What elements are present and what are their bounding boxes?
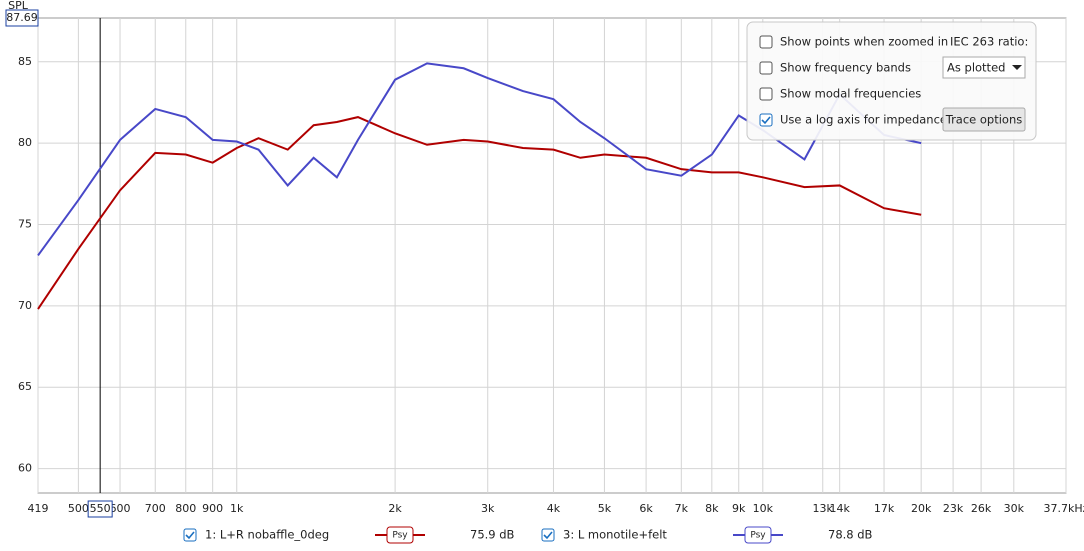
y-tick-label: 80 (18, 136, 32, 149)
smoothing-label: Psy (750, 531, 766, 541)
cursor-y-box (5, 9, 39, 27)
x-tick-label: 700 (145, 502, 166, 515)
legend-name: 1: L+R nobaffle_0deg (205, 528, 329, 542)
legend-name: 3: L monotile+felt (563, 528, 667, 542)
y-tick-label: 75 (18, 218, 32, 231)
dropdown-arrow (1012, 65, 1022, 70)
option-checkbox[interactable] (759, 61, 773, 75)
dropdown-value: As plotted (947, 61, 1005, 75)
x-tick-label: 23k (943, 502, 964, 515)
iec-label: IEC 263 ratio: (950, 35, 1028, 49)
check-mark (761, 116, 771, 125)
x-tick-label: 17k (874, 502, 895, 515)
x-tick-label: 7k (675, 502, 689, 515)
cursor-y-label: 87.69 (6, 11, 38, 24)
option-checkbox[interactable] (759, 113, 773, 127)
legend-readout: 75.9 dB (470, 528, 515, 542)
option-label: Show modal frequencies (780, 87, 921, 101)
check-mark (185, 531, 195, 540)
option-label: Show points when zoomed in (780, 35, 948, 49)
option-label: Use a log axis for impedance (780, 113, 947, 127)
x-tick-label: 500 (68, 502, 89, 515)
smoothing-label: Psy (392, 531, 408, 541)
x-tick-label: 26k (971, 502, 992, 515)
cursor-x-label: 550 (90, 502, 111, 515)
check-mark (543, 531, 553, 540)
options-panel: Show points when zoomed in Show frequency… (746, 21, 1037, 141)
option-checkbox[interactable] (759, 87, 773, 101)
legend-checkbox[interactable] (183, 528, 197, 542)
x-tick-label: 9k (732, 502, 746, 515)
x-tick-label: 20k (911, 502, 932, 515)
y-tick-label: 85 (18, 55, 32, 68)
x-tick-label: 4k (547, 502, 561, 515)
option-label: Show frequency bands (780, 61, 911, 75)
x-tick-label: 13k (813, 502, 834, 515)
x-tick-label: 2k (388, 502, 402, 515)
x-tick-label: 14k (829, 502, 850, 515)
legend-checkbox[interactable] (541, 528, 555, 542)
x-tick-label: 1k (230, 502, 244, 515)
cursor-x-box (87, 500, 113, 518)
y-tick-label: 70 (18, 299, 32, 312)
x-tick-label: 3k (481, 502, 495, 515)
y-tick-label: 65 (18, 380, 32, 393)
series-line (37, 116, 922, 310)
smoothing-box[interactable] (386, 526, 414, 544)
option-checkbox[interactable] (759, 35, 773, 49)
y-axis-label: SPL (8, 0, 29, 12)
x-tick-label: 30k (1004, 502, 1025, 515)
y-tick-label: 60 (18, 462, 32, 475)
x-tick-label: 900 (202, 502, 223, 515)
x-tick-label: 800 (175, 502, 196, 515)
button[interactable] (942, 107, 1026, 132)
dropdown[interactable] (942, 56, 1026, 79)
x-tick-label: 37.7kHz (1044, 502, 1084, 515)
legend-readout: 78.8 dB (828, 528, 873, 542)
x-tick-label: 419 (28, 502, 49, 515)
x-tick-label: 8k (705, 502, 719, 515)
smoothing-box[interactable] (744, 526, 772, 544)
x-tick-label: 6k (639, 502, 653, 515)
x-tick-label: 10k (753, 502, 774, 515)
x-tick-label: 600 (110, 502, 131, 515)
button-label: Trace options (945, 113, 1023, 127)
x-tick-label: 5k (598, 502, 612, 515)
